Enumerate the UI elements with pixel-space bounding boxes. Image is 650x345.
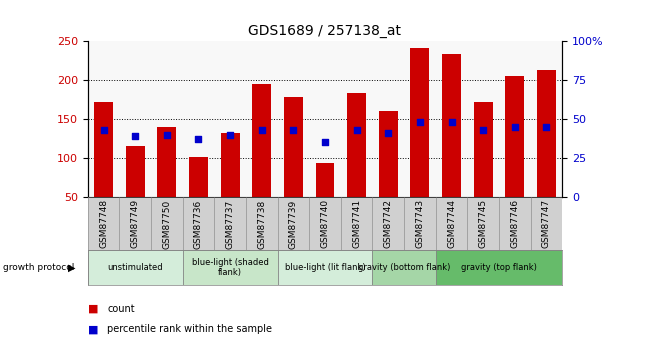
Text: GSM87738: GSM87738 xyxy=(257,199,266,249)
Bar xyxy=(157,127,176,197)
Text: GSM87745: GSM87745 xyxy=(478,199,488,248)
Bar xyxy=(410,48,430,197)
Text: count: count xyxy=(107,304,135,314)
Text: blue-light (shaded
flank): blue-light (shaded flank) xyxy=(192,258,268,277)
Bar xyxy=(372,250,436,285)
Text: GSM87740: GSM87740 xyxy=(320,199,330,248)
Bar xyxy=(220,133,240,197)
Text: GSM87750: GSM87750 xyxy=(162,199,172,249)
Text: GSM87747: GSM87747 xyxy=(542,199,551,248)
Point xyxy=(352,127,362,132)
Point xyxy=(415,119,425,125)
Point xyxy=(447,119,457,125)
Text: growth protocol: growth protocol xyxy=(3,263,75,272)
Point xyxy=(510,124,520,129)
Bar xyxy=(474,102,493,197)
Bar xyxy=(88,250,183,285)
Point xyxy=(225,132,235,137)
Point xyxy=(320,139,330,145)
Bar xyxy=(278,250,372,285)
Bar xyxy=(252,84,271,197)
Bar xyxy=(315,163,335,197)
Text: GSM87746: GSM87746 xyxy=(510,199,519,248)
Text: GSM87737: GSM87737 xyxy=(226,199,235,249)
Text: GSM87744: GSM87744 xyxy=(447,199,456,248)
Bar xyxy=(505,76,525,197)
Text: ▶: ▶ xyxy=(68,263,76,272)
Text: unstimulated: unstimulated xyxy=(107,263,163,272)
Text: GSM87736: GSM87736 xyxy=(194,199,203,249)
Bar xyxy=(183,250,278,285)
Point xyxy=(288,127,298,132)
Bar xyxy=(379,111,398,197)
Bar xyxy=(347,92,366,197)
Point xyxy=(257,127,267,132)
Text: percentile rank within the sample: percentile rank within the sample xyxy=(107,325,272,334)
Text: GSM87749: GSM87749 xyxy=(131,199,140,248)
Text: GSM87739: GSM87739 xyxy=(289,199,298,249)
Title: GDS1689 / 257138_at: GDS1689 / 257138_at xyxy=(248,23,402,38)
Bar xyxy=(125,146,145,197)
Bar xyxy=(284,97,303,197)
Text: GSM87741: GSM87741 xyxy=(352,199,361,248)
Point xyxy=(130,133,140,139)
Point xyxy=(193,136,203,142)
Point xyxy=(98,127,109,132)
Bar xyxy=(436,250,562,285)
Point xyxy=(541,124,552,129)
Point xyxy=(162,132,172,137)
Bar xyxy=(537,70,556,197)
Text: gravity (top flank): gravity (top flank) xyxy=(461,263,537,272)
Bar xyxy=(442,54,461,197)
Text: GSM87742: GSM87742 xyxy=(384,199,393,248)
Bar xyxy=(189,157,208,197)
Bar xyxy=(94,102,113,197)
Text: GSM87748: GSM87748 xyxy=(99,199,108,248)
Text: gravity (bottom flank): gravity (bottom flank) xyxy=(358,263,450,272)
Text: GSM87743: GSM87743 xyxy=(415,199,424,248)
Text: ■: ■ xyxy=(88,304,98,314)
Text: ■: ■ xyxy=(88,325,98,334)
Point xyxy=(478,127,488,132)
Text: blue-light (lit flank): blue-light (lit flank) xyxy=(285,263,365,272)
Point xyxy=(383,130,393,136)
